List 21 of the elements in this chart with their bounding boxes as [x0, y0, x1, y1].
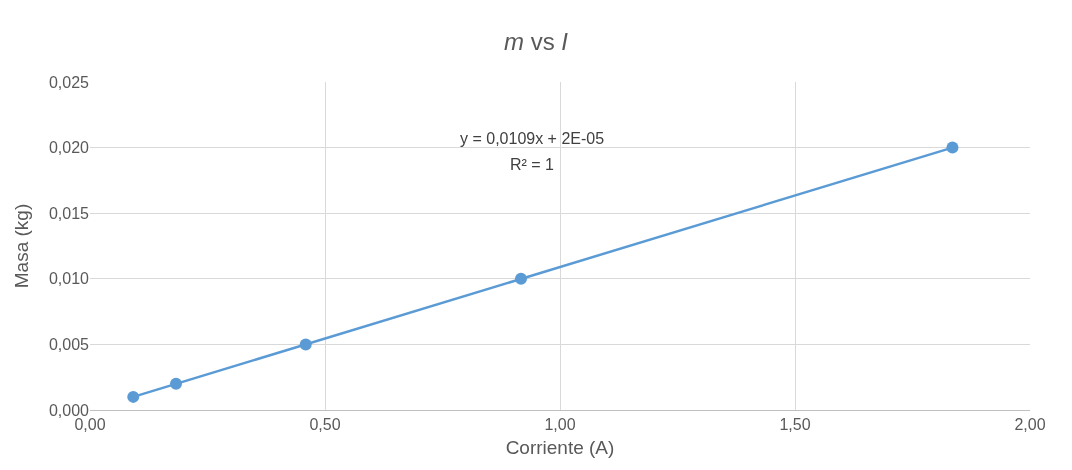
x-tick-label: 1,50	[779, 416, 811, 434]
x-tick-label: 0,50	[309, 416, 341, 434]
y-axis-title: Masa (kg)	[10, 203, 32, 289]
x-tick-label: 1,00	[544, 416, 576, 434]
point	[515, 272, 527, 285]
y-tick-label: 0,000	[48, 401, 90, 419]
x-tick-label: 0,00	[74, 416, 106, 434]
y-tick-label: 0,010	[48, 270, 90, 288]
y-tick-label: 0,015	[48, 204, 90, 222]
point	[170, 377, 183, 390]
chart-title: m vs I	[503, 27, 569, 55]
y-tick-label: 0,025	[48, 73, 90, 91]
x-axis-title: Corriente (A)	[505, 437, 615, 458]
point	[127, 390, 140, 403]
point	[946, 141, 959, 154]
y-tick-label: 0,020	[48, 139, 90, 157]
annotation: R² = 1	[510, 156, 555, 173]
x-tick-label: 2,00	[1014, 416, 1046, 434]
y-tick-label: 0,005	[48, 336, 90, 353]
point	[299, 338, 312, 351]
annotation: y = 0,0109x + 2E-05	[460, 130, 605, 147]
